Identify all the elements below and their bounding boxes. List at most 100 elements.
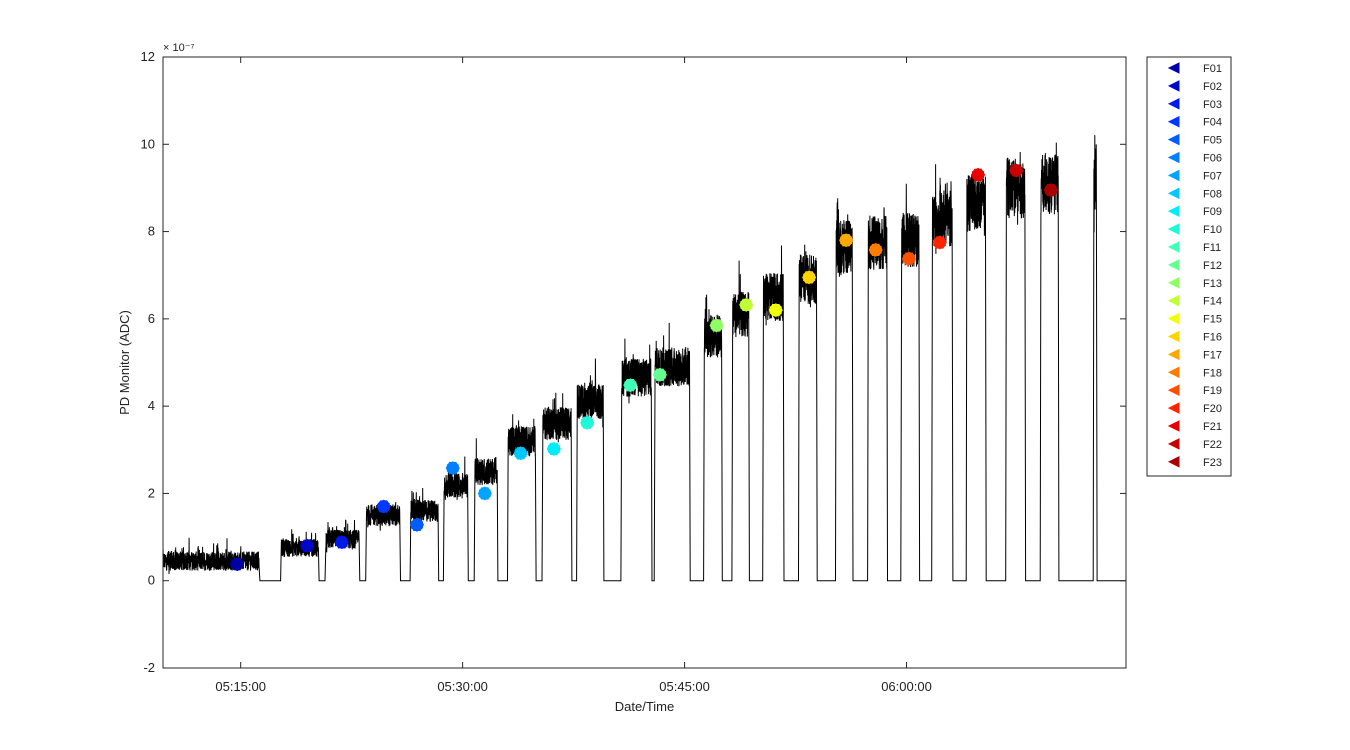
legend-label: F03: [1203, 99, 1222, 111]
y-tick-label: -2: [143, 660, 155, 675]
legend-label: F16: [1203, 332, 1222, 344]
legend-entry-f02: F02: [1167, 80, 1222, 93]
legend-marker: [1167, 97, 1180, 110]
legend-label: F13: [1203, 278, 1222, 290]
legend-marker: [1167, 348, 1180, 361]
legend-label: F08: [1203, 188, 1222, 200]
y-axis-label: PD Monitor (ADC): [117, 310, 132, 415]
legend-label: F10: [1203, 224, 1222, 236]
y-tick-label: 12: [141, 49, 155, 64]
y-tick-label: 10: [141, 136, 155, 151]
marker-f08: [513, 446, 528, 461]
legend-marker: [1167, 151, 1180, 164]
x-tick-label: 05:30:00: [437, 679, 488, 694]
marker-f17: [839, 233, 854, 248]
y-tick-label: 0: [148, 573, 155, 588]
pd-monitor-trace: [162, 135, 1126, 582]
legend-marker: [1167, 312, 1180, 325]
legend-label: F12: [1203, 260, 1222, 272]
legend-label: F09: [1203, 206, 1222, 218]
legend-marker: [1167, 294, 1180, 307]
y-exponent-label: × 10⁻⁷: [163, 42, 195, 54]
legend-entry-f14: F14: [1167, 294, 1222, 308]
legend-entry-f05: F05: [1167, 133, 1222, 147]
legend-label: F19: [1203, 385, 1222, 397]
legend-entry-f21: F21: [1167, 420, 1222, 433]
legend-label: F04: [1203, 117, 1222, 129]
marker-f16: [802, 270, 817, 285]
legend-entry-f09: F09: [1167, 205, 1222, 218]
legend-box: [1146, 56, 1232, 477]
legend-label: F06: [1203, 153, 1222, 165]
marker-f11: [623, 378, 638, 393]
marker-f20: [932, 235, 947, 250]
marker-f09: [546, 442, 561, 456]
legend-entry-f19: F19: [1167, 384, 1222, 397]
legend-marker: [1167, 169, 1180, 182]
legend-marker: [1167, 276, 1180, 289]
legend-label: F22: [1203, 439, 1222, 451]
legend-marker: [1167, 438, 1180, 450]
legend-marker: [1167, 402, 1180, 414]
legend-entry-f15: F15: [1167, 312, 1222, 326]
x-tick-label: 06:00:00: [881, 679, 932, 694]
legend-entry-f08: F08: [1167, 187, 1222, 200]
legend-marker: [1167, 366, 1180, 379]
legend-label: F07: [1203, 170, 1222, 182]
legend-entry-f11: F11: [1167, 241, 1221, 254]
legend-label: F05: [1203, 135, 1222, 147]
legend-label: F23: [1203, 457, 1222, 469]
legend-entry-f23: F23: [1167, 455, 1222, 469]
legend-entry-f18: F18: [1167, 366, 1222, 379]
y-tick-label: 2: [148, 485, 155, 500]
trace-line: [162, 135, 1126, 582]
marker-f21: [970, 167, 986, 182]
legend-label: F11: [1203, 242, 1221, 254]
legend-entry-f13: F13: [1167, 276, 1222, 290]
legend-marker: [1167, 223, 1180, 235]
axes-box: [162, 56, 1127, 669]
marker-f05: [409, 518, 425, 532]
marker-f22: [1009, 163, 1024, 178]
legend-label: F14: [1203, 296, 1222, 308]
legend-label: F18: [1203, 367, 1222, 379]
x-tick-label: 05:15:00: [215, 679, 266, 694]
legend-marker: [1167, 420, 1180, 432]
marker-f18: [868, 243, 883, 257]
marker-f14: [739, 298, 754, 312]
marker-f19: [901, 251, 917, 266]
y-tick-label: 6: [148, 311, 155, 326]
legend-entry-f12: F12: [1167, 259, 1222, 272]
marker-f13: [709, 318, 724, 333]
legend-label: F02: [1203, 81, 1222, 93]
legend-entry-f17: F17: [1167, 348, 1222, 361]
legend-label: F15: [1203, 314, 1222, 326]
legend-entry-f10: F10: [1167, 223, 1222, 236]
legend-label: F17: [1203, 349, 1222, 361]
legend-entry-f22: F22: [1167, 438, 1222, 451]
marker-f23: [1043, 183, 1058, 197]
marker-f07: [477, 486, 492, 501]
marker-f04: [376, 499, 391, 514]
legend-marker: [1167, 384, 1180, 397]
legend-marker: [1167, 115, 1180, 128]
legend-marker: [1167, 241, 1180, 253]
marker-f12: [652, 367, 667, 382]
legend-marker: [1167, 133, 1180, 146]
legend-label: F20: [1203, 403, 1222, 415]
legend-marker: [1167, 205, 1180, 218]
legend-marker: [1167, 330, 1180, 343]
marker-f10: [580, 415, 595, 430]
legend-entry-f01: F01: [1167, 62, 1222, 75]
marker-f01: [229, 557, 245, 571]
legend-marker: [1167, 80, 1180, 92]
legend-entry-f06: F06: [1167, 151, 1222, 165]
legend-entry-f07: F07: [1167, 169, 1222, 182]
marker-f03: [334, 535, 349, 550]
legend-label: F01: [1203, 63, 1222, 75]
legend-marker: [1167, 187, 1180, 200]
legend-entry-f03: F03: [1167, 97, 1222, 111]
legend-marker: [1167, 62, 1180, 74]
y-tick-label: 4: [148, 398, 155, 413]
